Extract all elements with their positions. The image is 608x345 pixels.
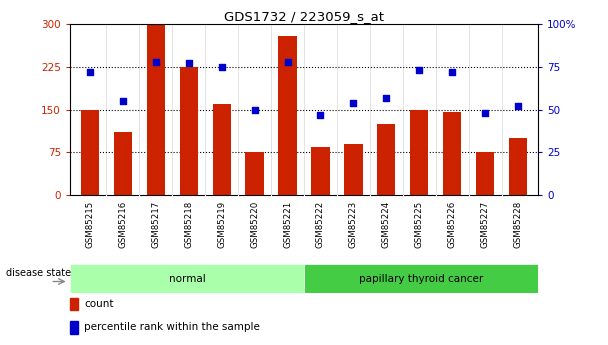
Text: GSM85224: GSM85224 — [382, 200, 391, 248]
Text: disease state: disease state — [6, 268, 71, 278]
Bar — [246, 152, 264, 195]
Text: GSM85215: GSM85215 — [85, 200, 94, 248]
Bar — [278, 36, 297, 195]
Text: normal: normal — [168, 274, 206, 284]
Bar — [304, 264, 538, 293]
Point — [513, 104, 523, 109]
Title: GDS1732 / 223059_s_at: GDS1732 / 223059_s_at — [224, 10, 384, 23]
Point — [151, 59, 161, 65]
Text: GSM85216: GSM85216 — [118, 200, 127, 248]
Point — [85, 69, 95, 75]
Point — [118, 98, 128, 104]
Text: GSM85221: GSM85221 — [283, 200, 292, 248]
Text: GSM85218: GSM85218 — [184, 200, 193, 248]
Point — [250, 107, 260, 112]
Point — [348, 100, 358, 106]
Point — [316, 112, 325, 117]
Text: papillary thyroid cancer: papillary thyroid cancer — [359, 274, 483, 284]
Bar — [70, 321, 78, 334]
Bar — [147, 24, 165, 195]
Text: GSM85219: GSM85219 — [217, 200, 226, 248]
Bar — [510, 138, 527, 195]
Bar — [70, 298, 78, 310]
Text: GSM85228: GSM85228 — [514, 200, 523, 248]
Text: GSM85220: GSM85220 — [250, 200, 259, 248]
Point — [382, 95, 392, 100]
Text: count: count — [84, 299, 114, 309]
Bar — [311, 147, 330, 195]
Bar — [179, 67, 198, 195]
Bar — [81, 109, 98, 195]
Bar — [476, 152, 494, 195]
Point — [447, 69, 457, 75]
Bar — [344, 144, 362, 195]
Bar — [70, 264, 304, 293]
Text: GSM85225: GSM85225 — [415, 200, 424, 248]
Text: percentile rank within the sample: percentile rank within the sample — [84, 322, 260, 332]
Bar — [443, 112, 461, 195]
Text: GSM85217: GSM85217 — [151, 200, 160, 248]
Point — [184, 61, 193, 66]
Bar — [213, 104, 230, 195]
Text: GSM85227: GSM85227 — [481, 200, 490, 248]
Text: GSM85226: GSM85226 — [448, 200, 457, 248]
Point — [283, 59, 292, 65]
Point — [415, 68, 424, 73]
Point — [216, 64, 226, 70]
Bar — [114, 132, 132, 195]
Text: GSM85222: GSM85222 — [316, 200, 325, 248]
Text: GSM85223: GSM85223 — [349, 200, 358, 248]
Bar — [410, 109, 429, 195]
Bar — [378, 124, 395, 195]
Point — [480, 110, 490, 116]
